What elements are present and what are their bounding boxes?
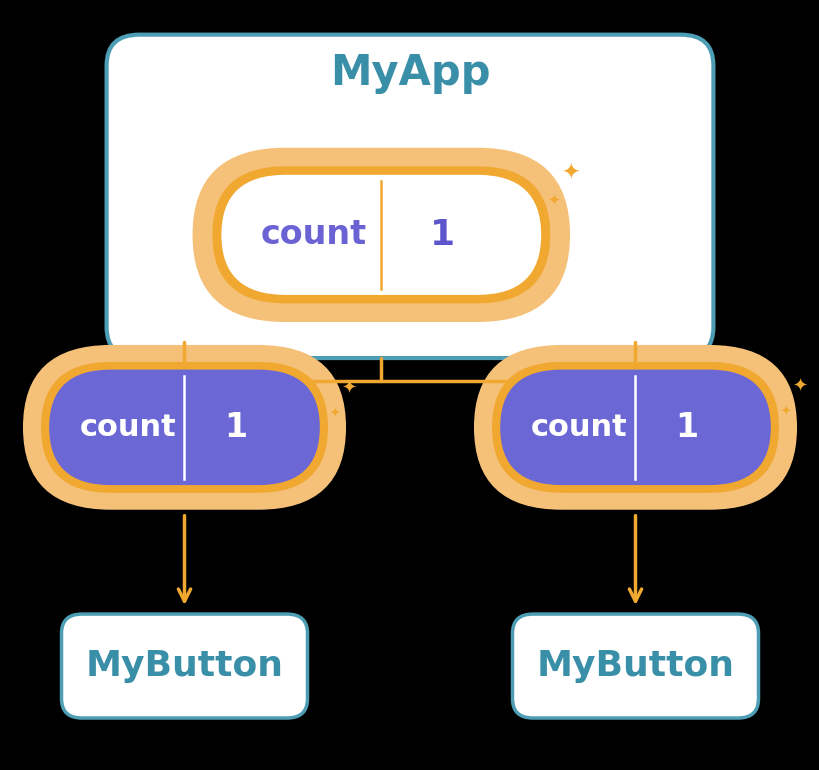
FancyBboxPatch shape [500,370,770,485]
FancyBboxPatch shape [106,35,713,358]
FancyBboxPatch shape [192,148,569,322]
Text: ✦: ✦ [329,408,339,420]
FancyBboxPatch shape [221,175,541,295]
Text: count: count [530,413,627,442]
FancyBboxPatch shape [23,345,346,510]
Text: ✦: ✦ [341,380,355,398]
Text: 1: 1 [429,218,454,252]
Text: ✦: ✦ [780,406,790,418]
Text: MyApp: MyApp [329,52,490,94]
FancyBboxPatch shape [473,345,796,510]
FancyBboxPatch shape [212,166,550,303]
Text: ✦: ✦ [791,377,806,396]
Text: ✦: ✦ [546,192,559,208]
Text: MyButton: MyButton [536,649,734,683]
Text: count: count [79,413,176,442]
FancyBboxPatch shape [491,362,778,493]
FancyBboxPatch shape [512,614,758,718]
Text: MyButton: MyButton [85,649,283,683]
FancyBboxPatch shape [49,370,319,485]
FancyBboxPatch shape [61,614,307,718]
Text: ✦: ✦ [560,163,578,183]
Text: count: count [260,219,367,251]
Text: 1: 1 [224,411,247,444]
Text: 1: 1 [675,411,698,444]
FancyBboxPatch shape [41,362,328,493]
